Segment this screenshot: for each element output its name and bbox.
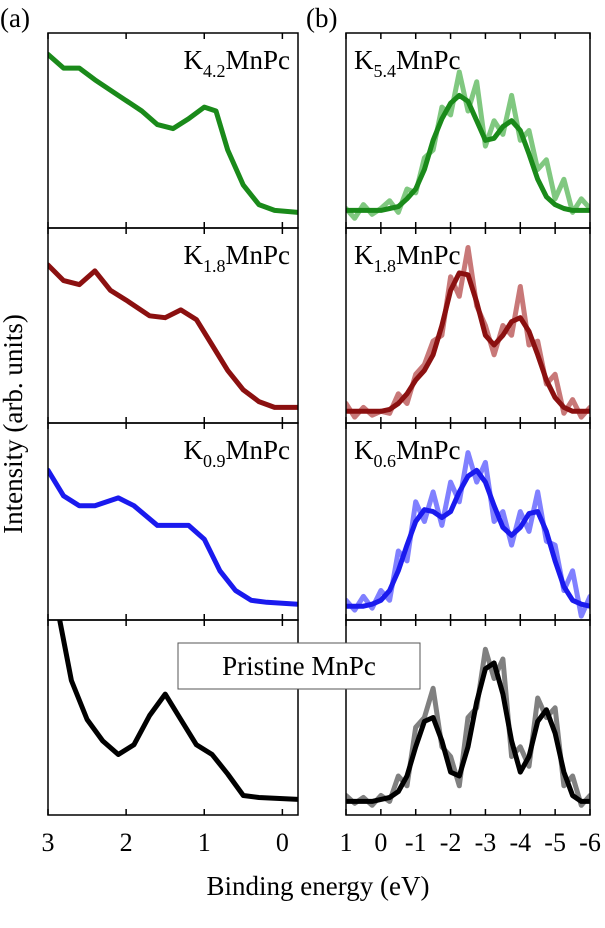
x-tick-label: 2 (120, 828, 133, 857)
title-part: MnPc (225, 45, 290, 75)
plot-area (346, 450, 590, 619)
panel-title: K1.8MnPc (354, 240, 461, 276)
title-part: MnPc (396, 435, 461, 465)
title-part: K (183, 240, 203, 270)
title-part: K (183, 45, 203, 75)
x-tick-label: -4 (509, 828, 531, 857)
data-line (346, 660, 590, 804)
x-tick-label: -3 (475, 828, 497, 857)
panel-title: K0.9MnPc (183, 435, 290, 471)
title-part: MnPc (225, 435, 290, 465)
panel-title: K4.2MnPc (183, 45, 290, 81)
title-sub: 5.4 (374, 61, 397, 81)
title-sub: 0.6 (374, 451, 397, 471)
panel-title: K5.4MnPc (354, 45, 461, 81)
data-line (346, 92, 590, 213)
title-part: K (183, 435, 203, 465)
title-sub: 4.2 (203, 61, 226, 81)
x-tick-label: -6 (579, 828, 601, 857)
data-line (57, 620, 298, 802)
title-part: MnPc (396, 45, 461, 75)
x-tick-label: -1 (405, 828, 427, 857)
data-line (48, 467, 298, 607)
panel-label: (a) (0, 3, 30, 33)
x-axis-label: Binding energy (eV) (207, 871, 430, 901)
panel-title: K1.8MnPc (183, 240, 290, 276)
y-axis-label: Intensity (arb. units) (0, 314, 28, 534)
panel-label: (b) (306, 3, 337, 33)
title-part: MnPc (225, 240, 290, 270)
data-line (48, 262, 298, 410)
panel-frame (47, 619, 299, 816)
plot-area (48, 262, 298, 410)
plot-area (346, 245, 590, 420)
data-line (346, 467, 590, 609)
title-part: K (354, 435, 374, 465)
box-label: Pristine MnPc (222, 651, 376, 681)
x-tick-label: -5 (544, 828, 566, 857)
data-line (346, 270, 590, 414)
x-tick-label: 3 (42, 828, 55, 857)
label-box (177, 642, 421, 690)
plot-area (346, 69, 590, 221)
title-part: K (354, 45, 374, 75)
title-sub: 1.8 (374, 256, 397, 276)
plot-area (57, 620, 298, 802)
panel-title: K0.6MnPc (354, 435, 461, 471)
title-part: K (354, 240, 374, 270)
title-sub: 1.8 (203, 256, 226, 276)
x-tick-label: -2 (440, 828, 462, 857)
panel-frame (345, 619, 591, 816)
x-tick-label: 1 (340, 828, 353, 857)
title-part: MnPc (396, 240, 461, 270)
plot-area (48, 467, 298, 607)
x-tick-label: 1 (198, 828, 211, 857)
plot-area (346, 646, 590, 808)
data-line (48, 51, 298, 215)
data-line (346, 69, 590, 221)
x-tick-label: 0 (276, 828, 289, 857)
title-sub: 0.9 (203, 451, 226, 471)
plot-area (48, 51, 298, 215)
x-tick-label: 0 (374, 828, 387, 857)
